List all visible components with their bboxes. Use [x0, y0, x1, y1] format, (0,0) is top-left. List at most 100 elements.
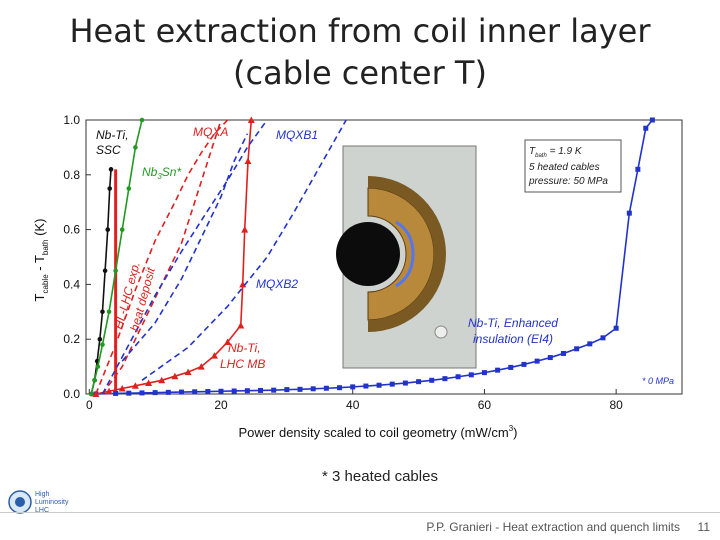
data-point-nb-ti-enhanced-insulation-ei4: [152, 390, 158, 396]
data-point-nb3sn: [119, 227, 125, 232]
data-point-nb-ti-lhc-mb: [247, 116, 255, 123]
label-nbti-ssc-1: Nb-Ti,: [96, 128, 129, 142]
data-point-nb-ti-enhanced-insulation-ei4: [521, 361, 527, 367]
series-line-mqxb1: [101, 119, 268, 395]
data-point-nb-ti-ssc: [97, 336, 103, 342]
data-point-nb-ti-enhanced-insulation-ei4: [192, 389, 198, 395]
label-lhcmb-1: Nb-Ti,: [228, 341, 261, 355]
label-ei4-2: insulation (EI4): [473, 332, 553, 346]
y-tick-label: 1.0: [63, 113, 80, 127]
data-point-nb-ti-enhanced-insulation-ei4: [626, 210, 632, 216]
data-point-nb-ti-ssc: [100, 309, 105, 315]
data-point-nb3sn: [100, 342, 105, 347]
data-point-nb-ti-enhanced-insulation-ei4: [455, 374, 461, 380]
x-tick-label: 80: [609, 398, 623, 412]
data-point-nb-ti-enhanced-insulation-ei4: [560, 350, 566, 356]
data-point-nb-ti-enhanced-insulation-ei4: [389, 381, 395, 387]
data-point-nb3sn: [126, 186, 132, 191]
x-axis-label: Power density scaled to coil geometry (m…: [239, 424, 518, 440]
data-point-nb-ti-enhanced-insulation-ei4: [297, 386, 303, 392]
logo-line-2: Luminosity: [35, 499, 69, 506]
logo-line-1: High: [35, 491, 50, 498]
data-point-nb-ti-enhanced-insulation-ei4: [244, 388, 250, 394]
data-point-nb-ti-enhanced-insulation-ei4: [165, 389, 171, 395]
data-point-nb-ti-lhc-mb: [105, 387, 113, 395]
data-point-nb-ti-lhc-mb: [210, 352, 218, 359]
data-point-nb-ti-enhanced-insulation-ei4: [442, 376, 448, 382]
data-point-nb-ti-enhanced-insulation-ei4: [363, 383, 369, 389]
data-point-nb-ti-lhc-mb: [197, 363, 205, 370]
data-point-nb-ti-enhanced-insulation-ei4: [468, 372, 474, 378]
data-point-nb-ti-enhanced-insulation-ei4: [258, 387, 264, 393]
page-number: 11: [697, 520, 710, 534]
data-point-nb-ti-enhanced-insulation-ei4: [416, 379, 422, 385]
data-point-nb-ti-enhanced-insulation-ei4: [495, 367, 501, 373]
data-point-nb-ti-enhanced-insulation-ei4: [481, 370, 487, 376]
data-point-nb-ti-lhc-mb: [131, 382, 139, 389]
data-point-nb-ti-enhanced-insulation-ei4: [310, 386, 316, 392]
coil-layer-inner: [367, 187, 435, 321]
data-point-nb-ti-enhanced-insulation-ei4: [113, 390, 119, 396]
label-mqxb1: MQXB1: [276, 128, 318, 142]
data-point-nb3sn: [88, 391, 94, 397]
axis-ticks: 0 20 40 60 80 0.0 0.2 0.4 0.6 0.8 1.0: [63, 113, 623, 412]
y-tick-label: 0.2: [63, 332, 80, 346]
data-point-nb-ti-enhanced-insulation-ei4: [350, 384, 356, 390]
data-point-nb-ti-ssc: [105, 227, 111, 232]
title-line-1: Heat extraction from coil inner layer: [69, 12, 651, 50]
data-point-nb3sn: [133, 145, 138, 150]
footer-text: P.P. Granieri - Heat extraction and quen…: [426, 520, 680, 534]
data-point-nb-ti-enhanced-insulation-ei4: [337, 385, 343, 391]
data-point-nb-ti-enhanced-insulation-ei4: [547, 355, 553, 361]
data-point-nb-ti-enhanced-insulation-ei4: [218, 388, 224, 394]
label-nbti-ssc-2: SSC: [96, 143, 121, 157]
data-point-nb-ti-enhanced-insulation-ei4: [139, 390, 145, 396]
data-point-nb-ti-lhc-mb: [244, 157, 252, 165]
data-point-nb-ti-lhc-mb: [241, 226, 249, 233]
x-tick-label: 60: [478, 398, 492, 412]
data-point-nb-ti-enhanced-insulation-ei4: [635, 166, 641, 172]
data-point-nb-ti-lhc-mb: [184, 368, 192, 376]
data-point-nb-ti-enhanced-insulation-ei4: [323, 385, 329, 391]
data-point-nb-ti-lhc-mb: [118, 385, 126, 392]
footnote: * 3 heated cables: [322, 468, 438, 485]
logo-emblem-core: [15, 497, 25, 507]
logo-line-3: LHC: [35, 507, 49, 514]
hl-lhc-logo: High Luminosity LHC: [8, 490, 69, 514]
data-point-nb-ti-lhc-mb: [224, 338, 232, 345]
photo-marker: [434, 325, 448, 339]
data-point-nb-ti-enhanced-insulation-ei4: [402, 380, 408, 386]
title-line-2: (cable center T): [233, 54, 487, 92]
series-line-blue-dashed-3: [141, 119, 347, 381]
data-point-nb-ti-enhanced-insulation-ei4: [376, 382, 382, 388]
data-point-nb-ti-enhanced-insulation-ei4: [178, 389, 184, 395]
data-point-nb-ti-enhanced-insulation-ei4: [600, 335, 606, 341]
label-mqxb2: MQXB2: [256, 277, 298, 291]
series-line-mqxb2: [121, 133, 249, 362]
data-point-nb-ti-lhc-mb: [171, 372, 179, 380]
series-line-nb3sn: [90, 119, 143, 395]
label-lhcmb-2: LHC MB: [220, 357, 265, 371]
coil-cross-section-photo: [336, 145, 477, 369]
data-point-nb-ti-enhanced-insulation-ei4: [574, 346, 580, 352]
data-point-nb-ti-lhc-mb: [145, 379, 153, 387]
y-axis-label: Tcable - Tbath (K): [32, 219, 50, 302]
chart-series: [88, 116, 655, 397]
data-point-nb-ti-lhc-mb: [158, 376, 166, 384]
chart: 0 20 40 60 80 0.0 0.2 0.4 0.6 0.8 1.0 Tbath = 1.9 …: [32, 113, 683, 440]
heat-flow-arrows: [395, 220, 415, 288]
label-0mpa: * 0 MPa: [642, 376, 674, 386]
data-point-nb3sn: [139, 117, 145, 123]
data-point-nb3sn: [113, 268, 118, 273]
series-line-mqxa-2: [101, 119, 222, 395]
coil-bore: [336, 222, 400, 286]
data-point-nb-ti-enhanced-insulation-ei4: [587, 341, 593, 347]
data-point-nb3sn: [106, 309, 112, 315]
data-point-nb-ti-ssc: [102, 268, 108, 273]
data-point-nb-ti-enhanced-insulation-ei4: [126, 390, 132, 396]
data-point-nb-ti-enhanced-insulation-ei4: [534, 358, 540, 364]
x-tick-label: 40: [346, 398, 360, 412]
legend-frame: [524, 139, 622, 193]
y-tick-label: 0.8: [63, 168, 80, 182]
data-point-nb-ti-enhanced-insulation-ei4: [271, 387, 277, 393]
